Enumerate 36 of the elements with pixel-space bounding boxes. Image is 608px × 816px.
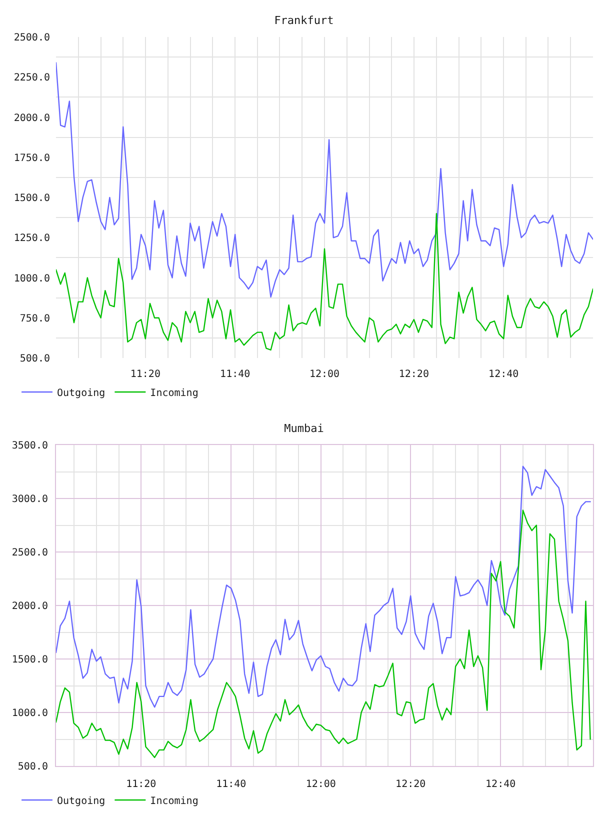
y-tick-label: 2000.0: [14, 112, 50, 124]
y-tick-label: 1500.0: [12, 654, 48, 666]
y-tick-label: 1500.0: [14, 193, 50, 204]
x-tick-label: 12:00: [309, 369, 340, 380]
y-tick-label: 3000.0: [12, 494, 48, 505]
y-tick-label: 1000.0: [12, 708, 48, 719]
y-tick-label: 1750.0: [14, 152, 50, 164]
x-tick-label: 12:40: [488, 369, 519, 380]
chart-title: Frankfurt: [274, 14, 334, 27]
x-tick-label: 11:20: [130, 369, 160, 380]
line-series: [56, 466, 591, 708]
x-tick-label: 11:40: [220, 369, 250, 380]
line-series: [56, 62, 593, 298]
y-tick-label: 1250.0: [14, 233, 50, 244]
x-tick-label: 12:00: [306, 779, 336, 790]
line-series: [56, 510, 591, 758]
legend-label: Outgoing: [57, 388, 106, 399]
x-tick-label: 11:40: [216, 779, 246, 790]
y-tick-label: 3500.0: [12, 440, 48, 452]
x-tick-label: 12:20: [396, 779, 426, 790]
y-tick-label: 1000.0: [14, 273, 50, 284]
legend-label: Outgoing: [57, 796, 106, 807]
legend-label: Incoming: [150, 388, 198, 399]
y-tick-label: 2500.0: [12, 548, 48, 558]
x-tick-label: 12:40: [486, 779, 516, 790]
x-tick-label: 12:20: [398, 369, 429, 380]
line-series: [56, 212, 593, 351]
y-tick-label: 500.0: [18, 762, 48, 772]
x-tick-label: 11:20: [126, 779, 156, 790]
y-tick-label: 2500.0: [14, 32, 50, 44]
chart-title: Mumbai: [284, 422, 324, 435]
y-tick-label: 2000.0: [12, 601, 48, 612]
y-tick-label: 500.0: [20, 354, 50, 364]
y-tick-label: 2250.0: [14, 72, 50, 84]
y-tick-label: 750.0: [20, 313, 50, 324]
legend-label: Incoming: [150, 796, 198, 807]
